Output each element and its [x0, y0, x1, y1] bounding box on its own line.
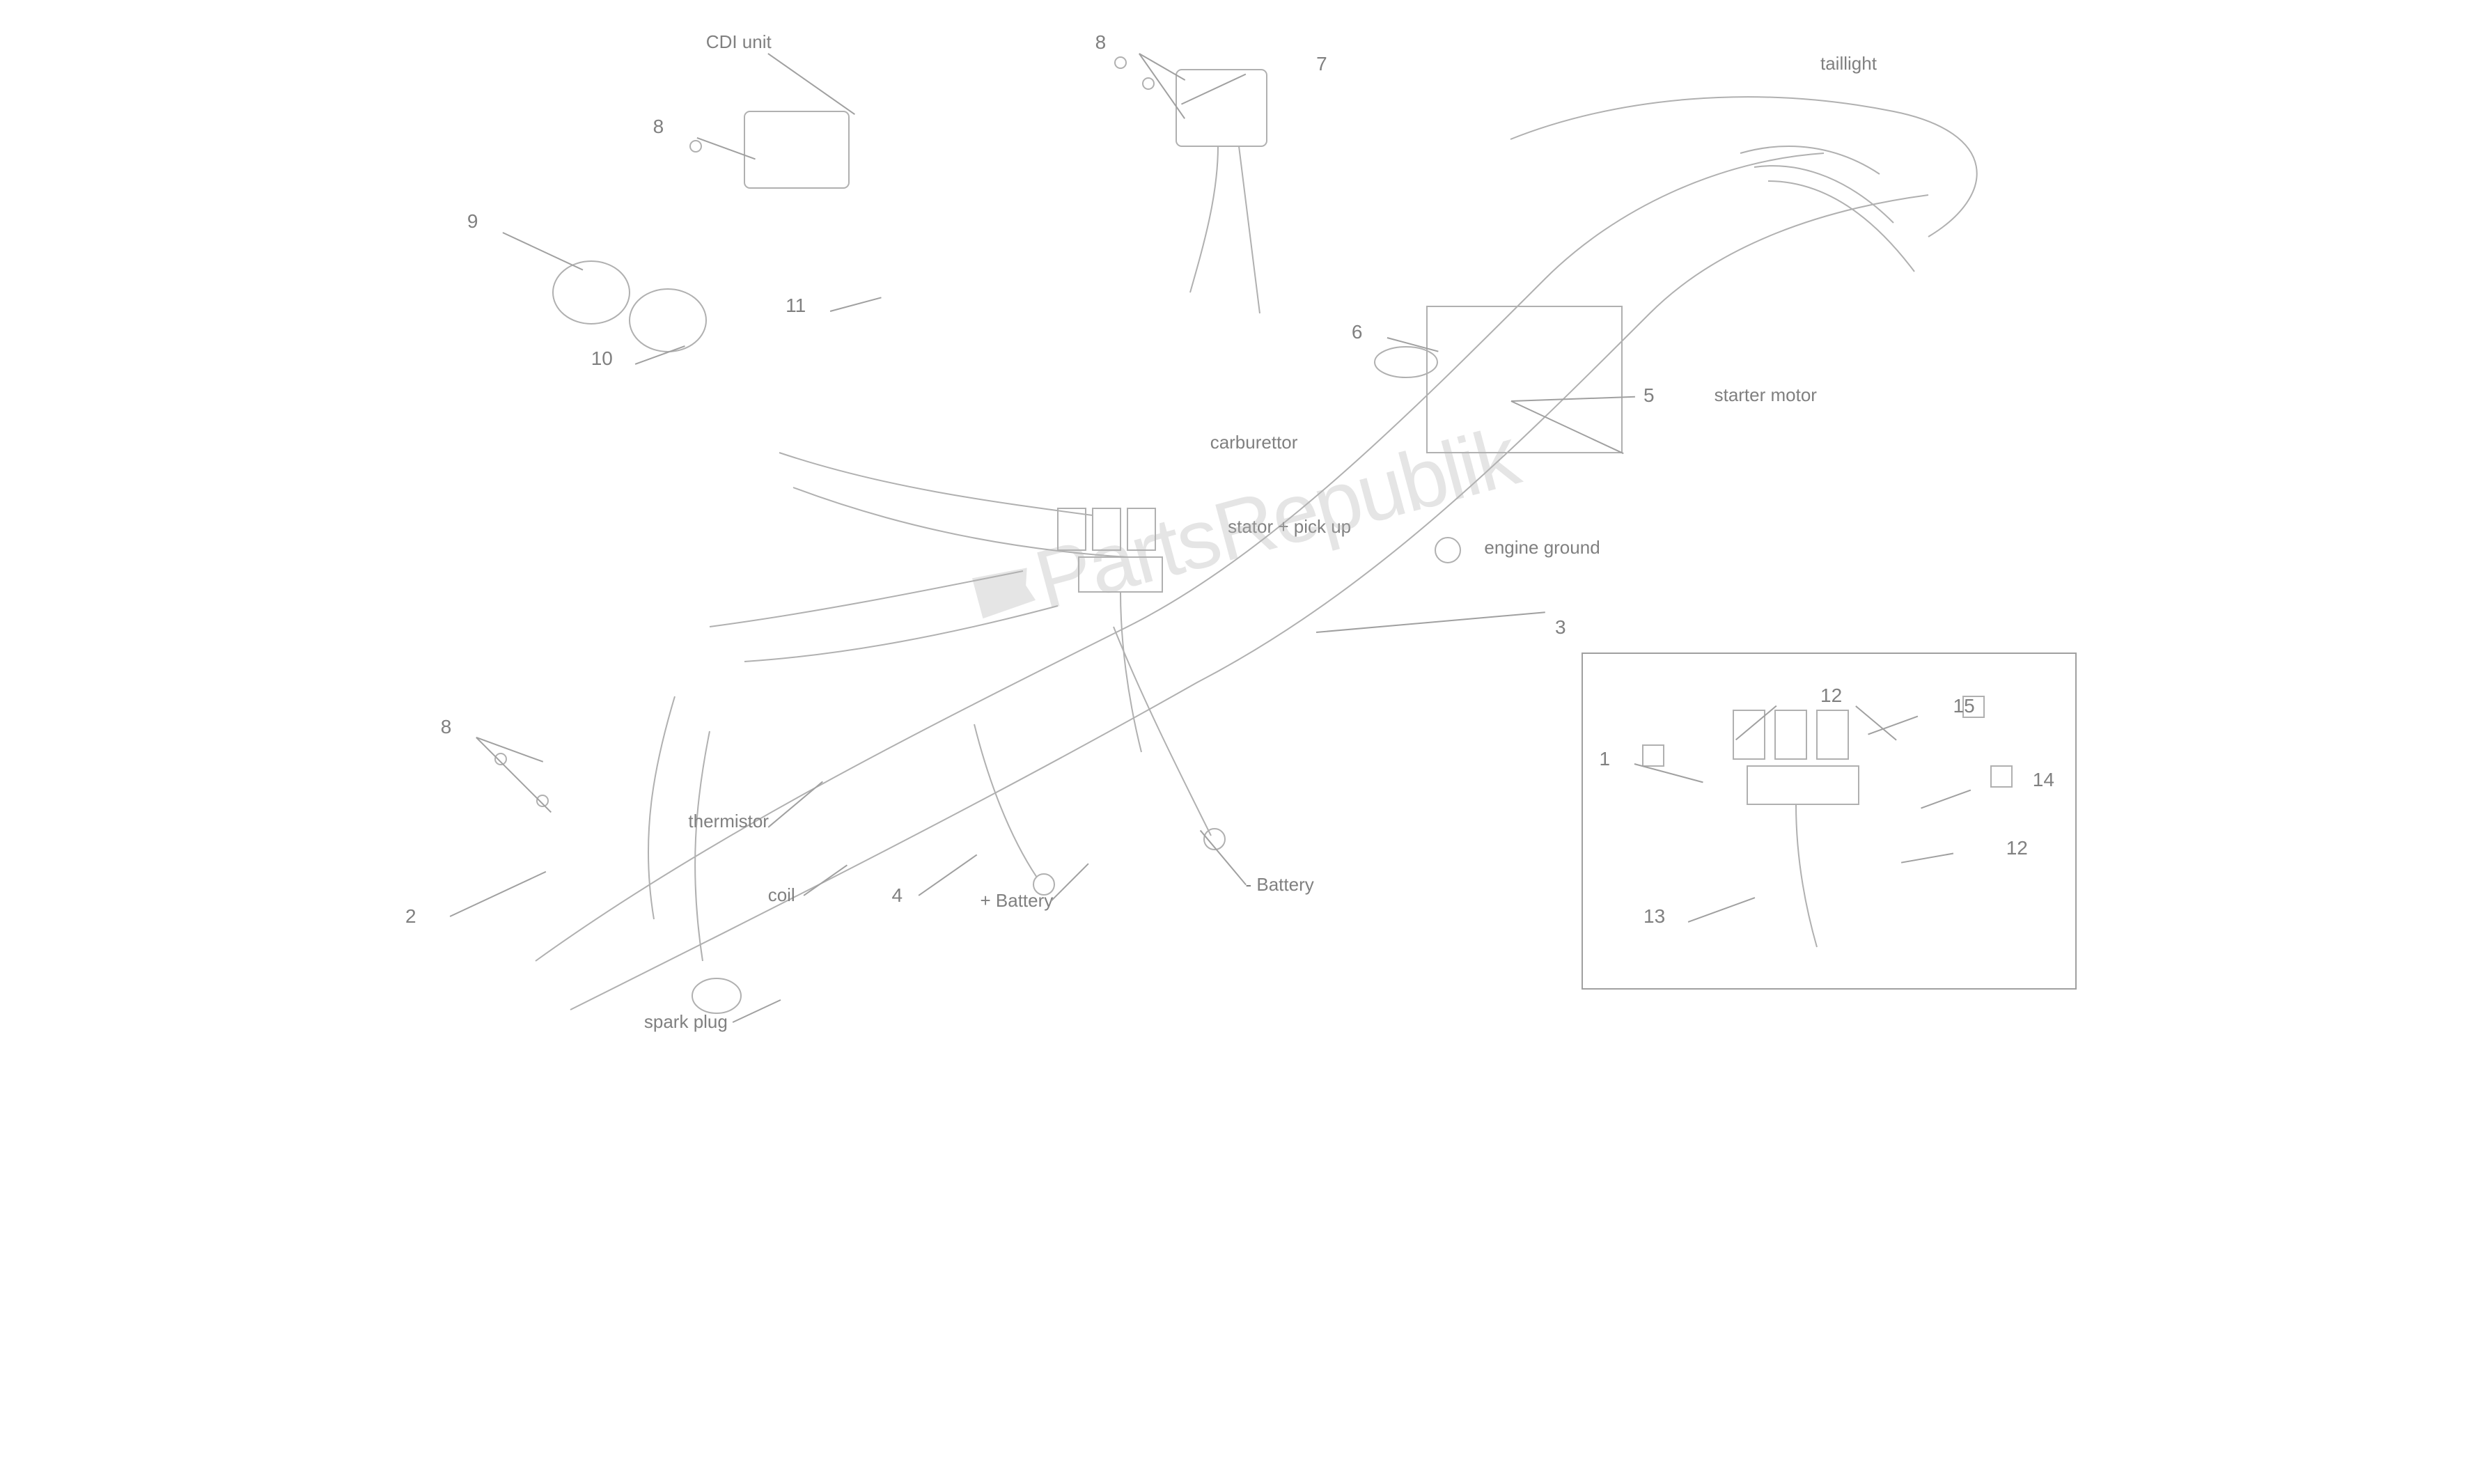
- wiring-diagram: CDI unit taillight starter motor carbure…: [361, 0, 2130, 1053]
- label-cdi-unit: CDI unit: [706, 31, 772, 53]
- callout-12b: 12: [2006, 837, 2028, 859]
- label-stator-pickup: stator + pick up: [1228, 516, 1351, 538]
- label-taillight: taillight: [1820, 53, 1877, 75]
- label-engine-ground: engine ground: [1484, 537, 1600, 559]
- callout-12: 12: [1820, 685, 1842, 707]
- label-carburettor: carburettor: [1210, 432, 1298, 453]
- callout-7: 7: [1316, 53, 1327, 75]
- callout-15: 15: [1953, 695, 1975, 717]
- callout-3: 3: [1555, 616, 1566, 639]
- callout-9: 9: [467, 210, 478, 233]
- label-spark-plug: spark plug: [644, 1011, 728, 1033]
- callout-11: 11: [786, 295, 806, 317]
- callout-1: 1: [1600, 748, 1611, 770]
- callout-8b: 8: [653, 116, 664, 138]
- label-battery-minus: - Battery: [1246, 874, 1314, 896]
- callout-4: 4: [892, 884, 903, 907]
- callout-2: 2: [405, 905, 416, 928]
- label-starter-motor: starter motor: [1715, 384, 1817, 406]
- callout-6: 6: [1352, 321, 1363, 343]
- callout-13: 13: [1643, 905, 1665, 928]
- label-battery-plus: + Battery: [981, 890, 1054, 912]
- callout-5: 5: [1643, 384, 1655, 407]
- callout-8: 8: [1095, 31, 1107, 54]
- callout-14: 14: [2033, 769, 2054, 791]
- callout-8c: 8: [441, 716, 452, 738]
- label-thermistor: thermistor: [688, 811, 769, 832]
- callout-10: 10: [591, 347, 613, 370]
- label-coil: coil: [768, 884, 795, 906]
